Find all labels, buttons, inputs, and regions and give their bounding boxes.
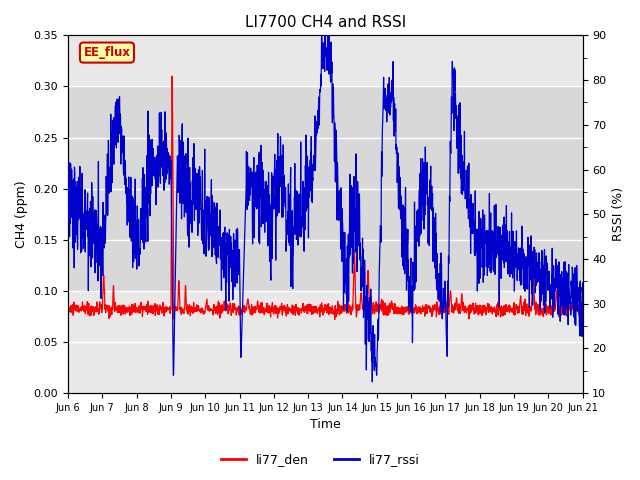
Text: EE_flux: EE_flux xyxy=(83,46,131,59)
Y-axis label: RSSI (%): RSSI (%) xyxy=(612,187,625,241)
Bar xyxy=(68,86,582,291)
Title: LI7700 CH4 and RSSI: LI7700 CH4 and RSSI xyxy=(244,15,406,30)
X-axis label: Time: Time xyxy=(310,419,340,432)
Y-axis label: CH4 (ppm): CH4 (ppm) xyxy=(15,180,28,248)
Legend: li77_den, li77_rssi: li77_den, li77_rssi xyxy=(216,448,424,471)
